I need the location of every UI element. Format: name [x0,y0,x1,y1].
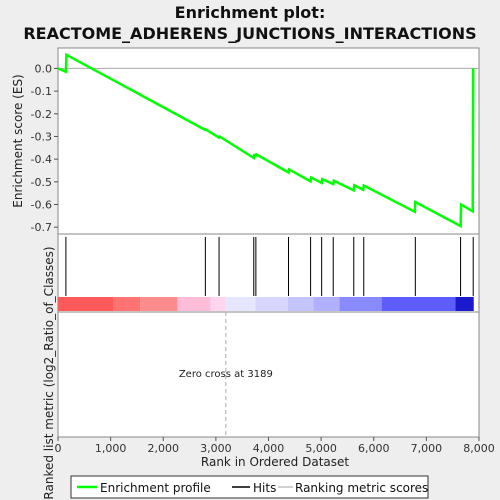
rank-bar-segment [140,297,178,311]
rank-bar-segment [381,297,456,311]
es-y-tick-label: -0.6 [31,199,52,212]
rank-bar-segment [225,297,256,311]
x-tick-label: 3,000 [200,442,232,455]
legend-hits-label: Hits [253,481,276,495]
rank-bar-segment [113,297,141,311]
chart-title-line1: Enrichment plot: [175,3,326,22]
metric-y-axis-label: Ranked list metric (log2_Ratio_of_Classe… [42,246,56,499]
x-tick-label: 5,000 [305,442,337,455]
ranked-metric-panel [57,311,480,438]
es-y-tick-label: 0.0 [35,62,53,75]
rank-bar-segment [177,297,211,311]
x-tick-label: 6,000 [358,442,390,455]
es-y-axis-label: Enrichment score (ES) [11,74,25,207]
enrichment-profile-line [57,52,475,229]
hit-markers [65,237,474,296]
es-plot-panel [57,47,480,235]
x-tick-label: 8,000 [463,442,495,455]
chart-title-line2: REACTOME_ADHERENS_JUNCTIONS_INTERACTIONS [23,24,476,43]
x-tick-label: 2,000 [148,442,180,455]
es-y-tick-label: -0.5 [31,176,52,189]
rank-bar-segment [58,297,114,311]
legend: Enrichment profile Hits Ranking metric s… [70,475,429,499]
x-axis: 0 1,000 2,000 3,000 4,000 5,000 6,000 7,000 8,00… [55,437,495,455]
rank-bar-segment [210,297,226,311]
es-y-axis: 0.0 -0.1 -0.2 -0.3 -0.4 -0.5 -0.6 -0.7 [31,62,58,234]
rank-bar-segment [255,297,288,311]
x-axis-label: Rank in Ordered Dataset [201,455,349,469]
rank-bar-segment [287,297,314,311]
legend-enrichment-label: Enrichment profile [100,481,211,495]
x-tick-label: 1,000 [95,442,127,455]
x-tick-label: 7,000 [411,442,443,455]
rank-bar-segment [313,297,340,311]
es-y-tick-label: -0.7 [31,221,52,234]
x-tick-label: 4,000 [253,442,285,455]
rank-bar-segment [339,297,382,311]
rank-bar-segment [455,297,474,311]
legend-metric-label: Ranking metric scores [295,481,428,495]
es-y-tick-label: -0.1 [31,85,52,98]
es-y-tick-label: -0.2 [31,108,52,121]
ranking-color-bar [58,297,474,311]
x-tick-label: 0 [55,442,62,455]
es-y-tick-label: -0.3 [31,130,52,143]
es-y-tick-label: -0.4 [31,153,52,166]
zero-cross-label: Zero cross at 3189 [179,369,273,380]
